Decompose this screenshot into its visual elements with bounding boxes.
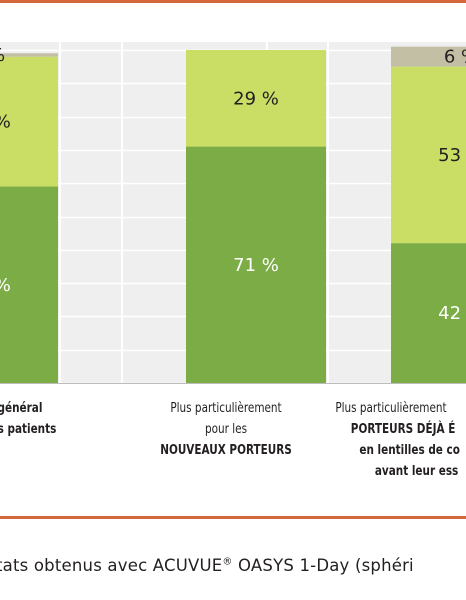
data-label-0-0: 59 % bbox=[0, 275, 11, 296]
bar-2-2 bbox=[391, 46, 466, 67]
bar-2-1 bbox=[391, 66, 466, 244]
data-label-0-1: 39 % bbox=[0, 112, 11, 133]
data-label-2-2: 6 % bbox=[444, 47, 466, 68]
category-label-1: Plus particulièrement pour les NOUVEAUX … bbox=[157, 398, 295, 461]
category-label-2-line-0: Plus particulièrement bbox=[335, 400, 447, 416]
category-label-2: Plus particulièrement PORTEURS DÉJÀ É en… bbox=[325, 398, 466, 482]
category-label-0: général vos patients bbox=[0, 398, 89, 440]
category-label-1-line-2: NOUVEAUX PORTEURS bbox=[160, 442, 292, 458]
bar-0-1 bbox=[0, 56, 58, 187]
data-label-2-0: 42 % bbox=[438, 303, 466, 324]
category-label-0-line-1: vos patients bbox=[0, 421, 57, 437]
data-label-2-1: 53 % bbox=[438, 145, 466, 166]
data-label-0-2: 1 % bbox=[0, 45, 5, 66]
registered-mark: ® bbox=[222, 556, 233, 568]
category-label-1-line-0: Plus particulièrement bbox=[170, 400, 282, 416]
category-label-2-line-1: PORTEURS DÉJÀ É bbox=[350, 421, 456, 437]
footnote-text-before: tats obtenus avec ACUVUE bbox=[0, 556, 223, 575]
bottom-rule bbox=[0, 516, 466, 519]
footnote-text-after: OASYS 1-Day (sphéri bbox=[232, 556, 414, 575]
category-label-1-line-1: pour les bbox=[204, 421, 248, 437]
data-label-1-0: 71 % bbox=[233, 255, 279, 276]
category-label-0-line-0: général bbox=[0, 400, 43, 416]
bar-0-0 bbox=[0, 186, 58, 383]
category-label-2-line-3: avant leur ess bbox=[374, 463, 459, 479]
stacked-bar-chart: 59 % 39 % 1 % 71 % 29 % 42 % 53 % 6 % bbox=[0, 42, 466, 385]
top-rule bbox=[0, 0, 466, 3]
data-label-1-1: 29 % bbox=[233, 88, 279, 109]
footnote: tats obtenus avec ACUVUE® OASYS 1-Day (s… bbox=[0, 556, 414, 575]
bar-0-2 bbox=[0, 53, 58, 57]
bar-2-0 bbox=[391, 243, 466, 383]
category-label-2-line-2: en lentilles de co bbox=[359, 442, 460, 458]
bar-1-1 bbox=[186, 50, 326, 147]
bar-1-0 bbox=[186, 146, 326, 383]
